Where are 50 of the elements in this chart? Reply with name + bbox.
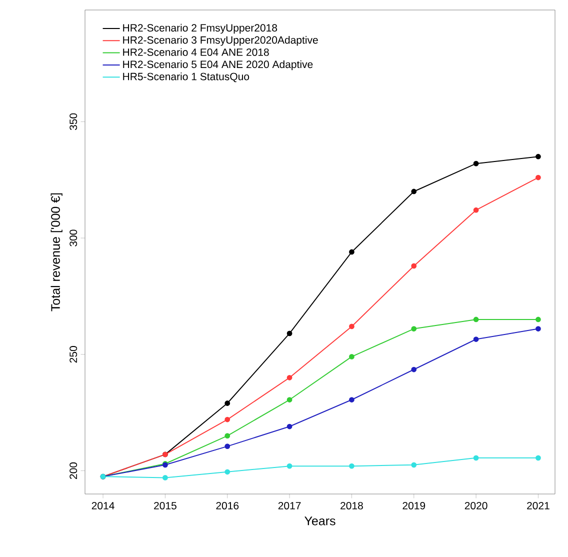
point: [411, 462, 417, 468]
legend-label: HR5-Scenario 1 StatusQuo: [123, 72, 250, 82]
point: [224, 469, 230, 475]
point: [224, 444, 230, 449]
x-tick-label: 2014: [92, 502, 114, 510]
point: [349, 324, 354, 330]
point: [473, 455, 479, 461]
point: [536, 455, 541, 461]
x-axis-title: Years: [304, 516, 336, 526]
x-tick-label: 2015: [154, 502, 176, 510]
y-tick-label: 350: [70, 113, 78, 130]
legend-label: HR2-Scenario 3 FmsyUpper2020Adaptive: [123, 36, 318, 46]
point: [411, 188, 417, 194]
point: [411, 263, 417, 269]
point: [286, 397, 292, 402]
x-tick-label: 2020: [464, 502, 488, 510]
point: [349, 354, 354, 360]
x-tick-label: 2021: [527, 502, 550, 510]
point: [473, 207, 479, 213]
legend-label: HR2-Scenario 4 E04 ANE 2018: [123, 48, 269, 56]
point: [349, 463, 354, 469]
point: [224, 433, 230, 439]
point: [473, 160, 479, 166]
point: [536, 326, 541, 332]
point: [536, 154, 541, 160]
y-tick-label: 200: [70, 462, 78, 479]
point: [411, 366, 417, 372]
point: [536, 174, 541, 180]
y-tick-label: 300: [70, 230, 78, 246]
legend-label: HR2-Scenario 2 FmsyUpper2018: [123, 24, 278, 34]
point: [473, 316, 479, 322]
point: [286, 330, 292, 336]
x-tick-label: 2018: [340, 502, 363, 510]
point: [162, 475, 168, 480]
point: [349, 397, 354, 402]
x-tick-label: 2019: [402, 502, 426, 510]
point: [411, 326, 417, 332]
point: [286, 463, 292, 469]
point: [224, 400, 230, 406]
point: [224, 416, 230, 422]
legend-label: HR2-Scenario 5 E04 ANE 2020 Adaptive: [123, 60, 313, 70]
point: [286, 424, 292, 430]
point: [473, 336, 479, 342]
y-tick-label: 250: [70, 346, 78, 363]
point: [349, 249, 354, 255]
point: [536, 316, 541, 322]
x-tick-label: 2016: [216, 502, 239, 510]
point: [286, 374, 292, 380]
y-axis-title: Total revenue ['000 €]: [50, 193, 62, 312]
x-tick-label: 2017: [278, 502, 301, 510]
